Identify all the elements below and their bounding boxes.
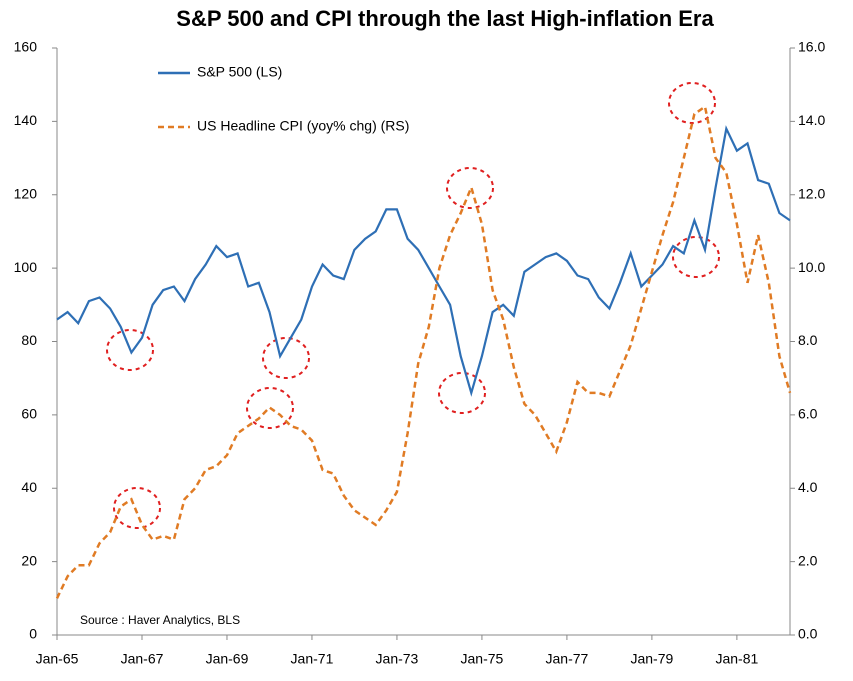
y-tick-label: 100	[14, 259, 38, 275]
y-tick-label: 40	[21, 479, 37, 495]
x-tick-label: Jan-79	[630, 651, 673, 667]
chart-title: S&P 500 and CPI through the last High-in…	[176, 6, 714, 31]
y-tick-label: 80	[21, 332, 37, 348]
highlight-circle	[262, 337, 310, 379]
x-tick-label: Jan-73	[376, 651, 419, 667]
x-tick-label: Jan-75	[461, 651, 504, 667]
source-note: Source : Haver Analytics, BLS	[80, 613, 240, 627]
highlight-circle	[246, 387, 294, 429]
x-tick-label: Jan-67	[121, 651, 164, 667]
highlight-circle	[668, 82, 716, 124]
x-tick-label: Jan-69	[206, 651, 249, 667]
x-tick-label: Jan-65	[36, 651, 79, 667]
highlight-circle	[672, 236, 720, 278]
legend-label: S&P 500 (LS)	[197, 64, 282, 80]
y2-tick-label: 2.0	[798, 552, 818, 568]
y2-tick-label: 0.0	[798, 626, 818, 642]
x-tick-label: Jan-71	[291, 651, 334, 667]
y2-tick-label: 10.0	[798, 259, 825, 275]
y-tick-label: 120	[14, 185, 38, 201]
highlight-circle	[446, 167, 494, 209]
y-tick-label: 20	[21, 552, 37, 568]
y-tick-label: 0	[29, 626, 37, 642]
y2-tick-label: 4.0	[798, 479, 818, 495]
x-tick-label: Jan-81	[715, 651, 758, 667]
highlight-circles	[106, 82, 720, 529]
series-line	[56, 125, 791, 397]
highlight-circle	[438, 372, 486, 414]
y-tick-label: 60	[21, 406, 37, 422]
y2-tick-label: 8.0	[798, 332, 818, 348]
y2-tick-label: 16.0	[798, 39, 825, 55]
y2-tick-label: 6.0	[798, 406, 818, 422]
highlight-circle	[113, 487, 161, 529]
legend-label: US Headline CPI (yoy% chg) (RS)	[197, 118, 409, 134]
series-line	[55, 104, 792, 599]
y2-tick-label: 14.0	[798, 112, 825, 128]
y2-tick-label: 12.0	[798, 185, 825, 201]
y-tick-label: 140	[14, 112, 38, 128]
highlight-circle	[106, 329, 154, 371]
y-tick-label: 160	[14, 39, 38, 55]
x-tick-label: Jan-77	[546, 651, 589, 667]
